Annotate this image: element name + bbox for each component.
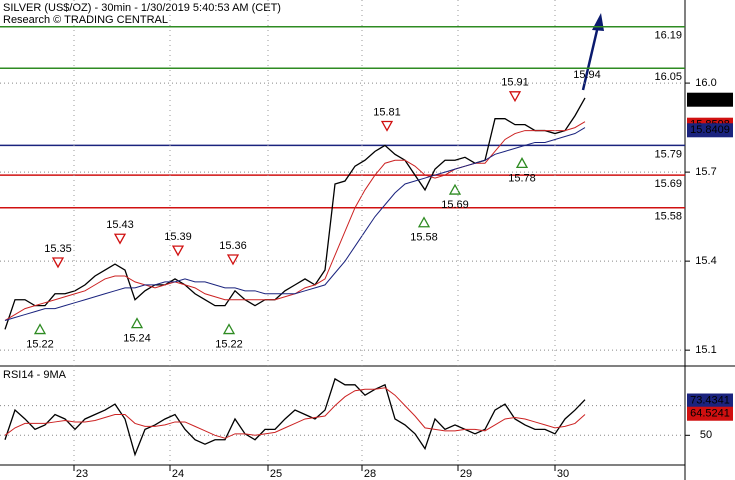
low-label: 15.58 <box>410 232 438 244</box>
forecast-arrow <box>581 25 600 91</box>
low-label: 15.24 <box>123 333 151 345</box>
high-label: 15.43 <box>106 219 134 231</box>
chart-subtitle: Research © TRADING CENTRAL <box>3 14 168 26</box>
level-label: 15.58 <box>654 211 682 223</box>
last-value-tag <box>687 406 733 421</box>
last-value-tag <box>687 123 733 138</box>
low-label: 15.69 <box>441 199 469 211</box>
x-tick-label: 28 <box>364 468 376 480</box>
rsi-title: RSI14 - 9MA <box>3 369 67 381</box>
x-tick-label: 23 <box>76 468 88 480</box>
level-label: 15.69 <box>654 178 682 190</box>
low-label: 15.22 <box>26 338 54 350</box>
series-line <box>4 127 586 321</box>
high-marker <box>508 91 522 103</box>
last-value-tag <box>687 92 733 107</box>
x-tick-label: 24 <box>172 468 184 480</box>
last-value-label: 73.4341 <box>690 394 730 406</box>
y-tick-label: 15.1 <box>695 344 716 356</box>
x-tick-label: 29 <box>460 468 472 480</box>
low-label: 15.78 <box>508 172 536 184</box>
high-label: 15.81 <box>373 106 401 118</box>
high-marker <box>171 245 185 257</box>
high-label: 15.36 <box>219 240 247 252</box>
low-label: 15.22 <box>215 338 243 350</box>
target-label: 15.94 <box>573 69 601 81</box>
low-marker <box>448 183 462 195</box>
low-marker <box>515 157 529 169</box>
high-marker <box>113 233 127 245</box>
high-marker <box>380 120 394 132</box>
series-line <box>4 377 586 457</box>
low-marker <box>222 323 236 335</box>
high-label: 15.91 <box>501 77 529 89</box>
low-marker <box>130 317 144 329</box>
chart-title: SILVER (US$/OZ) - 30min - 1/30/2019 5:40… <box>3 2 281 14</box>
y-tick-label: 15.4 <box>695 255 716 267</box>
level-label: 16.19 <box>654 30 682 42</box>
series-line <box>4 97 586 330</box>
level-label: 16.05 <box>654 71 682 83</box>
series-line <box>4 387 586 439</box>
low-marker <box>33 323 47 335</box>
high-label: 15.35 <box>44 243 72 255</box>
low-marker <box>417 216 431 228</box>
high-marker <box>51 257 65 269</box>
x-tick-label: 30 <box>557 468 569 480</box>
y-tick-label: 50 <box>700 429 712 441</box>
last-value-tag <box>687 393 733 408</box>
high-marker <box>226 254 240 266</box>
x-tick-label: 25 <box>270 468 282 480</box>
last-value-label: 64.5241 <box>690 408 730 420</box>
last-value-label: 15.8409 <box>690 124 730 136</box>
last-value-label: 15.944 <box>693 94 727 106</box>
y-tick-label: 15.7 <box>695 166 716 178</box>
y-tick-label: 16.0 <box>695 77 716 89</box>
level-label: 15.79 <box>654 148 682 160</box>
high-label: 15.39 <box>164 231 192 243</box>
